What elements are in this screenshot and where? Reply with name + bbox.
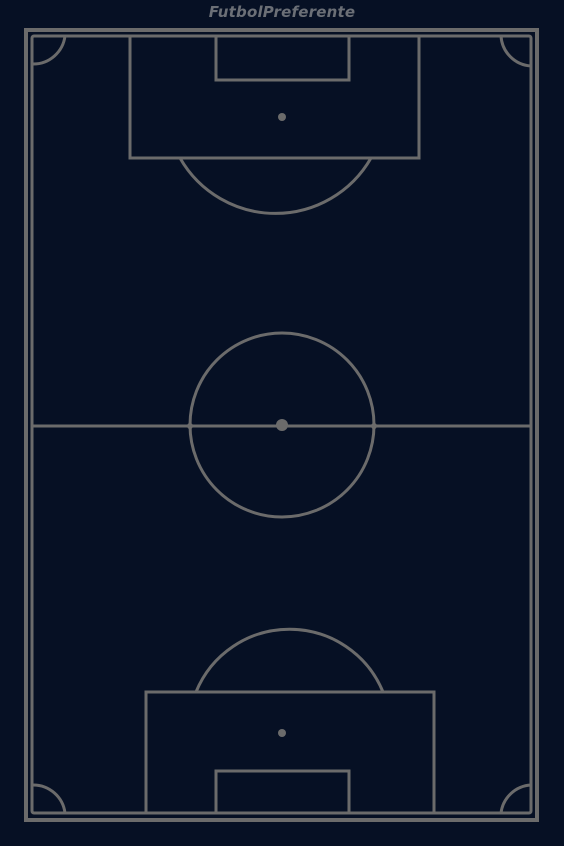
pitch-lines [24, 28, 539, 822]
top-penalty-area [128, 34, 421, 160]
top-penalty-arc [178, 157, 373, 215]
center-spot [276, 419, 288, 431]
bottom-goal-area [214, 769, 351, 815]
center-circle-left-node [187, 423, 193, 429]
bottom-penalty-spot [278, 729, 286, 737]
top-penalty-spot [278, 113, 286, 121]
corner-arc-top-left [32, 35, 67, 66]
corner-arc-bottom-left [32, 783, 67, 814]
top-goal-area [214, 34, 351, 82]
bottom-penalty-arc [194, 627, 385, 693]
bottom-penalty-area [144, 690, 436, 815]
corner-arc-bottom-right [499, 783, 532, 814]
brand-logo-text: FutbolPreferente [208, 3, 356, 21]
center-circle-right-node [371, 423, 377, 429]
pitch-outer-border [24, 28, 539, 822]
pitch-spots [187, 113, 377, 737]
corner-arc-top-right [499, 35, 532, 68]
